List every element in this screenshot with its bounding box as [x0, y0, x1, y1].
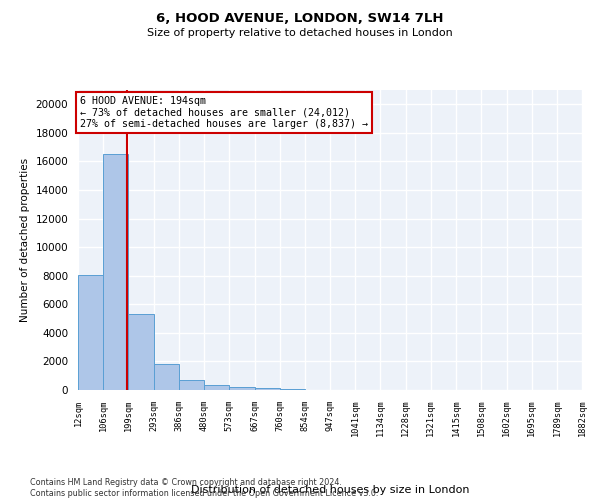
- Bar: [254, 388, 280, 390]
- Bar: [204, 386, 229, 390]
- Bar: [78, 275, 103, 390]
- Text: 6 HOOD AVENUE: 194sqm
← 73% of detached houses are smaller (24,012)
27% of semi-: 6 HOOD AVENUE: 194sqm ← 73% of detached …: [80, 96, 368, 129]
- Bar: [229, 388, 254, 390]
- Bar: [179, 380, 204, 390]
- Bar: [103, 154, 128, 390]
- Text: 6, HOOD AVENUE, LONDON, SW14 7LH: 6, HOOD AVENUE, LONDON, SW14 7LH: [156, 12, 444, 26]
- Bar: [154, 364, 179, 390]
- Bar: [128, 314, 154, 390]
- Text: Size of property relative to detached houses in London: Size of property relative to detached ho…: [147, 28, 453, 38]
- Text: Distribution of detached houses by size in London: Distribution of detached houses by size …: [191, 485, 469, 495]
- Y-axis label: Number of detached properties: Number of detached properties: [20, 158, 30, 322]
- Text: Contains HM Land Registry data © Crown copyright and database right 2024.
Contai: Contains HM Land Registry data © Crown c…: [30, 478, 379, 498]
- Bar: [280, 388, 305, 390]
